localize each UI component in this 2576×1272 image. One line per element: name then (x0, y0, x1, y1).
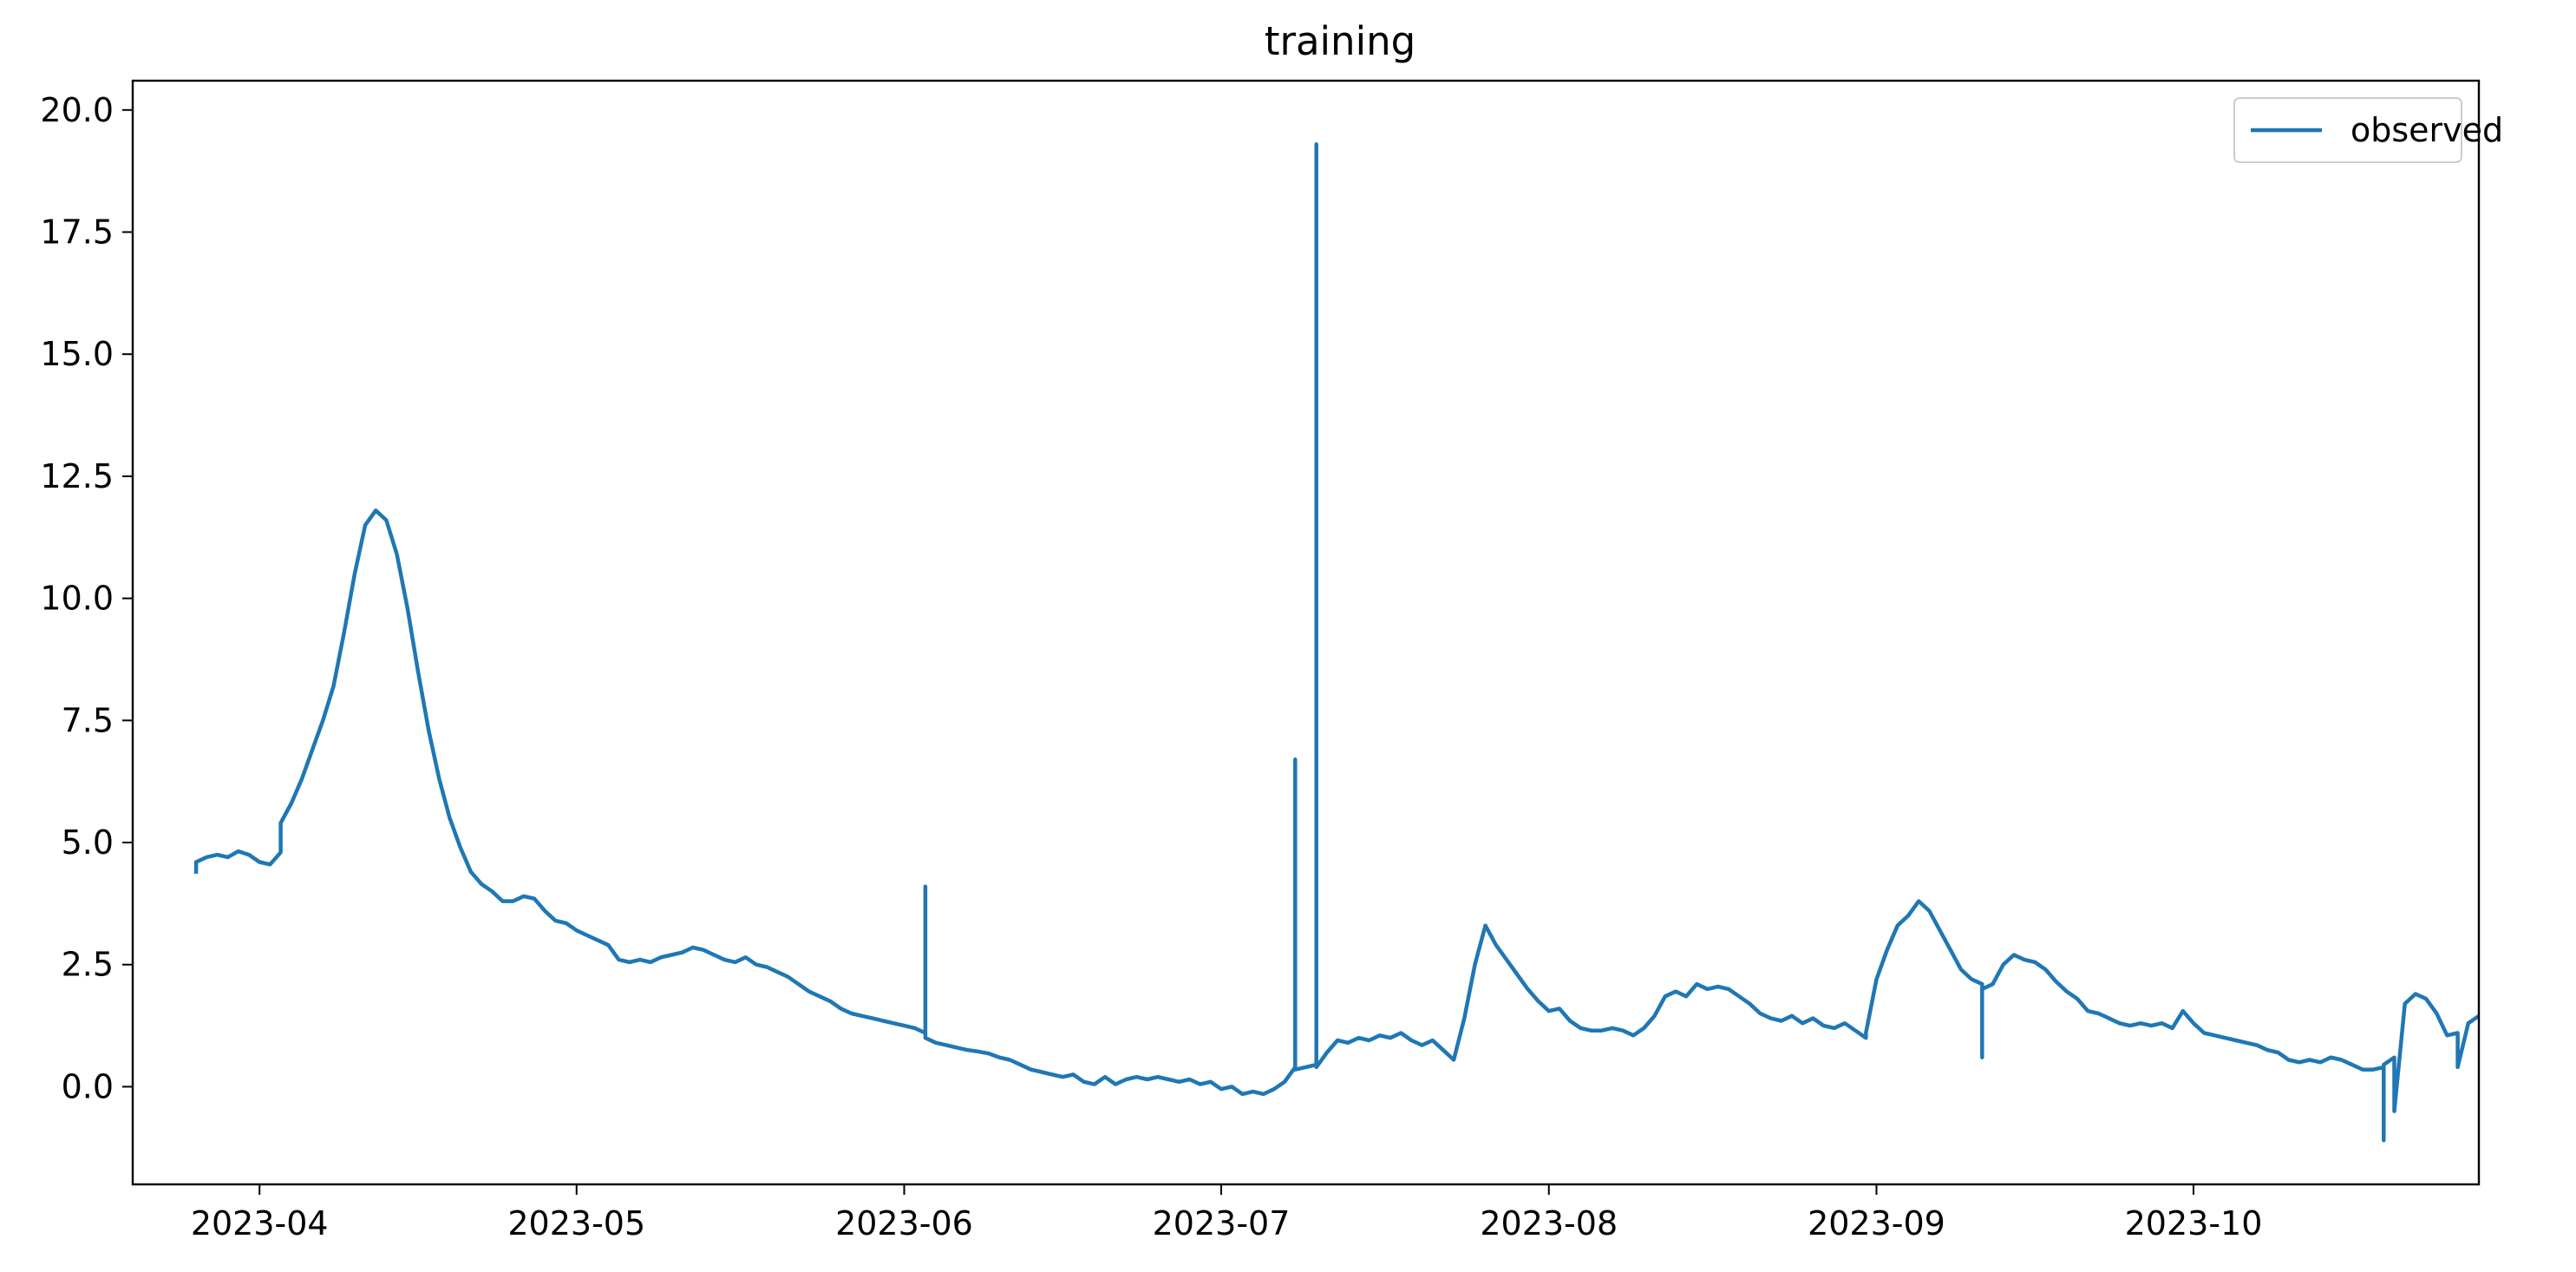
y-tick-label: 0.0 (62, 1067, 114, 1105)
series-line-observed (193, 141, 2479, 1143)
x-tick-label: 2023-07 (1153, 1204, 1291, 1242)
y-tick-label: 7.5 (62, 701, 114, 739)
legend-label: observed (2350, 111, 2503, 149)
legend: observed (2233, 97, 2503, 163)
x-tick-label: 2023-10 (2125, 1204, 2263, 1242)
y-tick-label: 20.0 (40, 91, 114, 129)
y-tick-label: 12.5 (40, 457, 114, 495)
plot-area (131, 79, 2481, 1186)
y-tick-label: 2.5 (62, 946, 114, 984)
y-tick-label: 17.5 (40, 213, 114, 251)
series-layer (193, 141, 2479, 1143)
legend-box (2233, 97, 2462, 163)
y-tick-label: 15.0 (40, 335, 114, 373)
y-tick-label: 10.0 (40, 580, 114, 618)
x-tick-label: 2023-06 (835, 1204, 973, 1242)
chart-title: training (1265, 18, 1415, 64)
x-tick-label: 2023-05 (507, 1204, 645, 1242)
x-tick-label: 2023-09 (1808, 1204, 1945, 1242)
y-tick-label: 5.0 (62, 823, 114, 862)
x-axis: 2023-04 2023-05 2023-06 2023-07 2023-08 2023-… (191, 1184, 2263, 1242)
x-tick-label: 2023-08 (1480, 1204, 1618, 1242)
y-axis: 0.0 2.5 5.0 7.5 10.0 12.5 15.0 17.5 20.0 (40, 91, 133, 1105)
x-tick-label: 2023-04 (191, 1204, 329, 1242)
plot-frame (131, 79, 2481, 1186)
